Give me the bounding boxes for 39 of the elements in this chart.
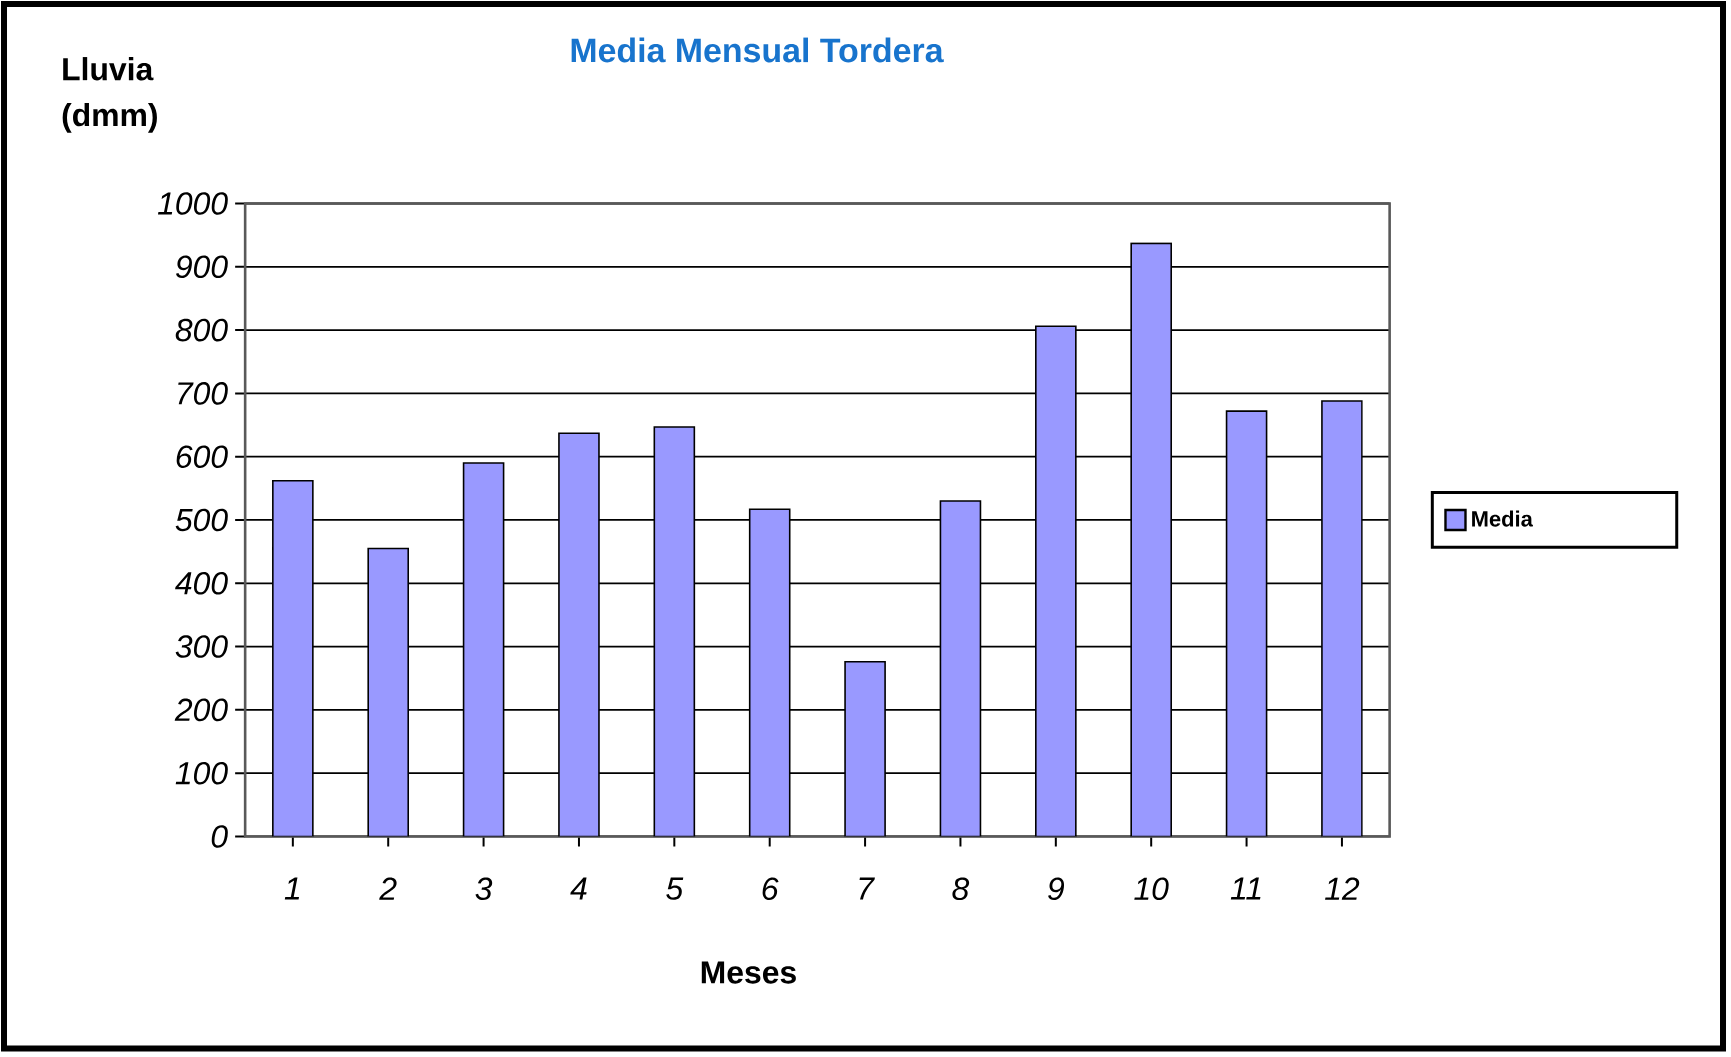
y-tick-label: 700 [178,382,228,405]
x-tick-label: 1 [284,877,300,900]
y-tick-label: 800 [175,319,228,342]
y-tick-label: 300 [175,635,228,659]
x-tick-label: 5 [666,877,684,900]
y-tick-label: 0 [211,825,228,848]
y-tick-label: 200 [174,698,228,722]
bar [844,661,886,837]
x-tick-label: 11 [1230,877,1261,900]
bar [939,500,982,837]
bar [1130,242,1173,837]
x-tick-label: 12 [1325,877,1360,900]
y-tick-label: 400 [175,572,228,595]
x-tick-label: 8 [952,877,970,901]
bar [1035,325,1077,837]
y-tick-label: 900 [175,255,228,279]
x-tick-label: 4 [570,877,587,900]
bar [272,480,314,837]
x-tick-label: 9 [1048,877,1065,901]
y-tick-label: 1000 [157,192,228,215]
bar [653,426,696,837]
x-tick-label: 2 [379,877,397,900]
bar [1321,400,1363,837]
y-axis-title: Lluvia (dmm) [62,57,157,133]
x-tick-label: 3 [475,877,493,901]
y-tick-label: 500 [175,508,228,532]
chart-title: Media Mensual Tordera [571,37,944,63]
y-tick-label: 100 [175,762,228,785]
x-tick-label: 6 [762,877,779,901]
x-tick-label: 10 [1134,877,1169,901]
x-axis-title: Meses [701,961,796,984]
bar [367,547,410,837]
bar [748,508,791,837]
bar [558,432,600,837]
y-tick-label: 600 [176,445,228,469]
bar [1225,410,1268,837]
x-tick-label: 7 [859,877,875,900]
bar [462,462,505,837]
legend-label: Media [1472,510,1533,527]
